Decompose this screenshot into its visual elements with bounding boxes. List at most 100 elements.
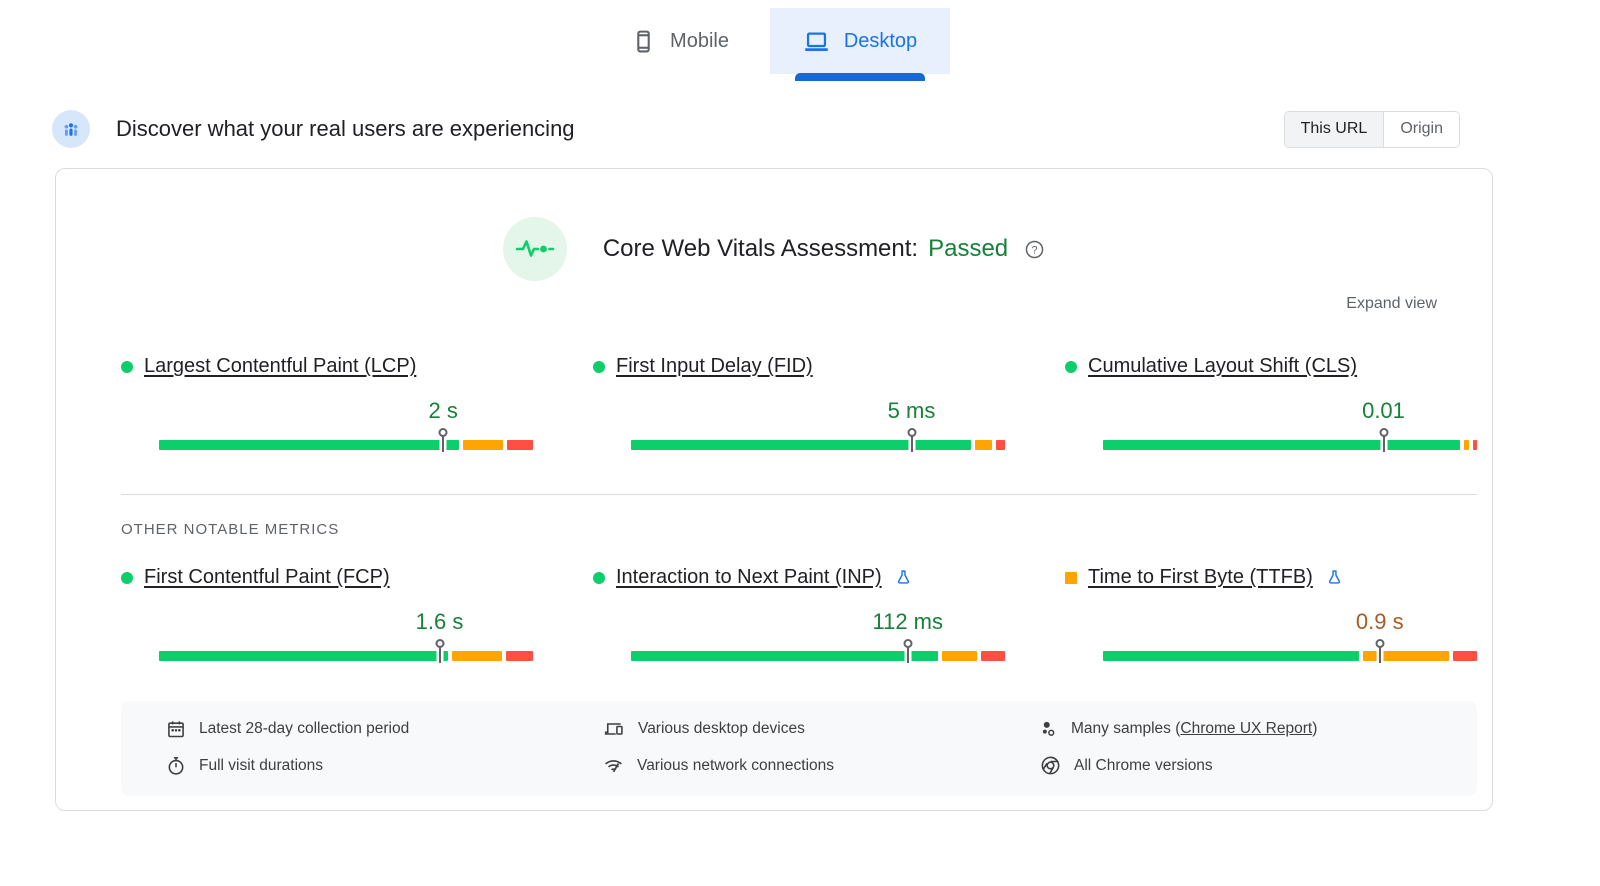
metric-distribution-bar — [631, 440, 1005, 450]
core-web-vitals-card: Core Web Vitals Assessment: Passed ? Exp… — [55, 168, 1493, 811]
metric-marker-head — [907, 428, 916, 437]
metric-marker-head — [1375, 639, 1385, 648]
metric-status-bullet — [1065, 571, 1077, 584]
metric-status-bullet — [121, 360, 133, 373]
metric-marker-head — [435, 639, 444, 648]
help-icon[interactable]: ? — [1024, 239, 1045, 260]
tab-mobile[interactable]: Mobile — [590, 8, 770, 74]
segment-good — [159, 651, 449, 661]
samples-icon — [1040, 719, 1058, 739]
scope-toggle: This URL Origin — [1283, 110, 1460, 148]
assessment-title: Core Web Vitals Assessment: Passed ? — [603, 235, 1045, 263]
segment-poor — [1473, 440, 1477, 450]
metric-link[interactable]: Time to First Byte (TTFB) — [1088, 566, 1313, 588]
tab-desktop-label: Desktop — [843, 29, 918, 52]
segment-good — [1103, 651, 1360, 661]
page-title: Discover what your real users are experi… — [116, 116, 575, 141]
expand-view-button[interactable]: Expand view — [1346, 295, 1437, 312]
metric-value: 1.6 s — [415, 609, 464, 634]
segment-needs-improvement — [452, 651, 502, 661]
footer-item-label: Various network connections — [637, 756, 835, 774]
footer-item-label: Various desktop devices — [638, 720, 805, 737]
metric-card-ttfb: Time to First Byte (TTFB) 0.9 s — [1065, 566, 1477, 663]
segment-needs-improvement — [975, 440, 992, 450]
metric-status-bullet — [593, 360, 605, 373]
metric-link[interactable]: Interaction to Next Paint (INP) — [616, 566, 882, 588]
footer-item-calendar: Latest 28-day collection period — [166, 719, 583, 739]
footer-item-label: Latest 28-day collection period — [199, 720, 410, 737]
metric-card-fcp: First Contentful Paint (FCP) 1.6 s — [121, 566, 533, 663]
metric-marker-head — [903, 639, 913, 648]
metric-marker-pin — [1375, 639, 1385, 663]
metric-marker-pin — [903, 639, 913, 663]
segment-poor — [1453, 651, 1477, 661]
devices-icon — [603, 719, 625, 739]
segment-good — [631, 651, 939, 661]
metric-distribution-bar — [1103, 440, 1477, 450]
device-tabs: Mobile Desktop — [0, 0, 1570, 81]
metric-card-inp: Interaction to Next Paint (INP) 112 ms — [593, 566, 1006, 663]
footer-item-label: Many samples (Chrome UX Report) — [1071, 720, 1318, 737]
metric-link[interactable]: First Contentful Paint (FCP) — [144, 566, 390, 588]
metric-marker-pin — [1379, 428, 1388, 452]
chrome-ux-report-link[interactable]: Chrome UX Report — [1180, 720, 1313, 737]
section-divider — [121, 494, 1477, 495]
metric-link[interactable]: First Input Delay (FID) — [616, 355, 813, 377]
experimental-flask-icon — [895, 569, 912, 586]
metric-marker-head — [1379, 428, 1388, 437]
tab-active-indicator — [795, 73, 925, 81]
experimental-flask-icon — [1326, 569, 1343, 586]
tab-desktop[interactable]: Desktop — [770, 8, 950, 81]
footer-item-chrome: All Chrome versions — [1040, 755, 1457, 776]
segment-good — [1103, 440, 1460, 450]
this-url-button[interactable]: This URL — [1284, 111, 1385, 147]
metric-value: 2 s — [428, 398, 458, 423]
origin-button[interactable]: Origin — [1384, 111, 1459, 147]
metric-card-fid: First Input Delay (FID) 5 ms — [593, 355, 1005, 452]
segment-poor — [981, 651, 1006, 661]
metric-value: 0.9 s — [1355, 609, 1404, 634]
mobile-phone-icon — [631, 29, 656, 54]
segment-needs-improvement — [1363, 651, 1450, 661]
field-users-icon — [52, 110, 90, 148]
footer-item-network: Various network connections — [603, 755, 1020, 776]
footer-item-samples: Many samples (Chrome UX Report) — [1040, 719, 1457, 739]
metric-distribution-bar — [631, 651, 1006, 661]
metric-card-cls: Cumulative Layout Shift (CLS) 0.01 — [1065, 355, 1477, 452]
metric-value: 5 ms — [887, 398, 936, 423]
tab-mobile-label: Mobile — [670, 29, 729, 52]
metric-distribution-bar — [159, 651, 533, 661]
footer-item-devices: Various desktop devices — [603, 719, 1020, 739]
other-metrics-heading: OTHER NOTABLE METRICS — [121, 521, 340, 538]
segment-needs-improvement — [463, 440, 504, 450]
calendar-icon — [166, 719, 186, 739]
field-data-header: Discover what your real users are experi… — [52, 110, 1460, 148]
metric-distribution-bar — [1103, 651, 1477, 661]
segment-good — [159, 440, 460, 450]
segment-poor — [995, 440, 1005, 450]
metric-value: 112 ms — [872, 609, 944, 634]
pulse-icon — [502, 217, 567, 281]
assessment-header: Core Web Vitals Assessment: Passed ? — [56, 217, 1492, 281]
desktop-laptop-icon — [803, 28, 830, 55]
other-metrics-grid: First Contentful Paint (FCP) 1.6 s Inter… — [121, 566, 1477, 663]
footer-item-label: All Chrome versions — [1074, 756, 1213, 774]
core-metrics-grid: Largest Contentful Paint (LCP) 2 s First… — [121, 355, 1477, 452]
metric-link[interactable]: Largest Contentful Paint (LCP) — [144, 355, 417, 377]
segment-good — [631, 440, 972, 450]
segment-needs-improvement — [1463, 440, 1470, 450]
metric-marker-pin — [438, 428, 448, 452]
footer-item-stopwatch: Full visit durations — [166, 755, 583, 776]
metric-value: 0.01 — [1362, 398, 1405, 423]
metric-status-bullet — [121, 571, 133, 584]
metric-marker-head — [438, 428, 448, 437]
segment-needs-improvement — [942, 651, 978, 661]
footer-item-label: Full visit durations — [199, 756, 324, 774]
metric-link[interactable]: Cumulative Layout Shift (CLS) — [1088, 355, 1358, 377]
metric-distribution-bar — [159, 440, 533, 450]
metric-status-bullet — [593, 571, 605, 584]
collection-info-footer: Latest 28-day collection period Various d… — [121, 701, 1477, 796]
segment-poor — [507, 440, 533, 450]
metric-card-lcp: Largest Contentful Paint (LCP) 2 s — [121, 355, 533, 452]
chrome-icon — [1040, 755, 1061, 776]
